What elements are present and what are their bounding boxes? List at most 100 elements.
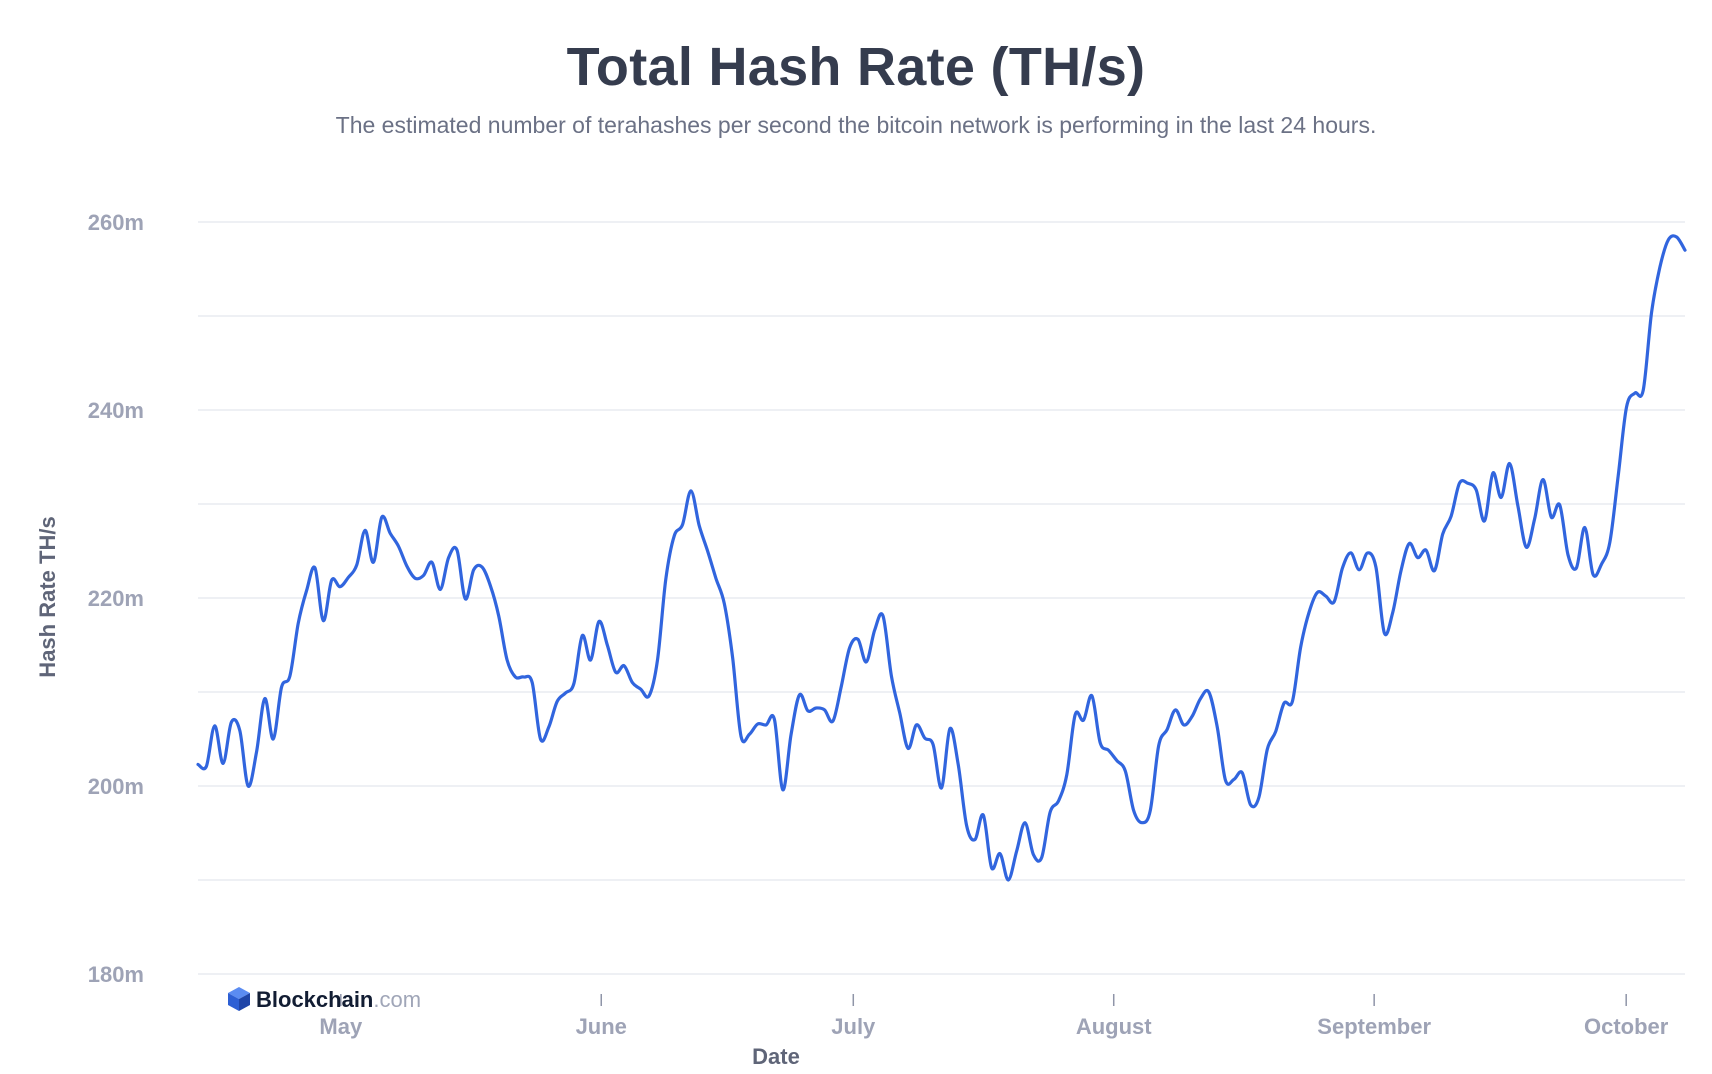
x-tick-label: August	[1076, 1014, 1152, 1039]
data-point	[313, 566, 317, 570]
data-point	[246, 784, 250, 788]
data-point	[1374, 565, 1378, 569]
x-tick-label: May	[319, 1014, 363, 1039]
data-point	[1600, 562, 1604, 566]
data-point	[831, 719, 835, 723]
data-point	[271, 737, 275, 741]
data-point	[1432, 569, 1436, 573]
data-point	[1357, 568, 1361, 572]
data-point	[1424, 548, 1428, 552]
gridlines	[198, 221, 1685, 975]
data-point	[1549, 515, 1553, 519]
data-point	[1566, 553, 1570, 557]
data-point	[714, 576, 718, 580]
data-point	[981, 813, 985, 817]
data-point	[472, 568, 476, 572]
data-point	[940, 786, 944, 790]
data-point	[1023, 821, 1027, 825]
data-point	[1591, 573, 1595, 577]
x-axis-ticks: May June July August September October	[319, 994, 1669, 1039]
data-point	[848, 646, 852, 650]
data-point	[731, 656, 735, 660]
data-point	[906, 746, 910, 750]
x-tick-label: September	[1317, 1014, 1431, 1039]
y-tick-label: 260m	[88, 210, 144, 235]
data-point	[1558, 503, 1562, 507]
data-point	[1257, 795, 1261, 799]
data-point	[1399, 569, 1403, 573]
data-point	[1650, 310, 1654, 314]
data-point	[1173, 708, 1177, 712]
data-point	[772, 717, 776, 721]
data-point	[263, 697, 267, 701]
data-point	[229, 720, 233, 724]
data-point	[1382, 631, 1386, 635]
data-point	[706, 549, 710, 553]
data-point	[580, 634, 584, 638]
data-point	[1048, 810, 1052, 814]
x-tick-label: July	[831, 1014, 876, 1039]
data-point	[1574, 566, 1578, 570]
data-point	[371, 560, 375, 564]
data-point	[1182, 723, 1186, 727]
data-point	[204, 764, 208, 768]
data-point	[547, 725, 551, 729]
data-point	[689, 489, 693, 493]
data-point	[463, 597, 467, 601]
data-point	[438, 588, 442, 592]
data-point	[1583, 526, 1587, 530]
y-axis-title: Hash Rate TH/s	[35, 516, 60, 677]
data-point	[806, 709, 810, 713]
data-point	[1265, 747, 1269, 751]
data-point	[530, 681, 534, 685]
data-point	[965, 824, 969, 828]
data-point	[864, 660, 868, 664]
hash-rate-line	[196, 234, 1687, 882]
data-point	[1040, 855, 1044, 859]
data-point	[388, 531, 392, 535]
data-point	[1407, 542, 1411, 546]
data-point	[1148, 808, 1152, 812]
y-tick-label: 220m	[88, 586, 144, 611]
data-point	[1332, 600, 1336, 604]
data-point	[355, 563, 359, 567]
data-point	[497, 614, 501, 618]
data-point	[397, 544, 401, 548]
chart-title: Total Hash Rate (TH/s)	[566, 37, 1146, 97]
data-point	[656, 658, 660, 662]
data-point	[898, 711, 902, 715]
data-point	[789, 732, 793, 736]
data-point	[998, 852, 1002, 856]
data-point	[1165, 728, 1169, 732]
blockchain-logo-icon	[228, 987, 250, 1011]
data-point	[1307, 610, 1311, 614]
data-point	[1391, 611, 1395, 615]
data-point	[697, 524, 701, 528]
data-point	[1115, 759, 1119, 763]
data-point	[413, 576, 417, 580]
data-point	[889, 674, 893, 678]
chart-subtitle: The estimated number of terahashes per s…	[335, 112, 1377, 138]
data-point	[622, 664, 626, 668]
data-point	[1057, 799, 1061, 803]
data-point	[1633, 391, 1637, 395]
data-point	[422, 573, 426, 577]
data-point	[430, 560, 434, 564]
data-point	[881, 614, 885, 618]
data-point	[639, 687, 643, 691]
data-point	[1366, 551, 1370, 555]
data-point	[1282, 701, 1286, 705]
data-point	[798, 693, 802, 697]
data-point	[781, 788, 785, 792]
data-point	[1533, 517, 1537, 521]
data-point	[1015, 849, 1019, 853]
data-point	[931, 743, 935, 747]
data-point	[488, 584, 492, 588]
data-point	[681, 523, 685, 527]
data-point	[948, 727, 952, 731]
data-point	[1349, 551, 1353, 555]
data-point	[296, 621, 300, 625]
data-point	[1232, 777, 1236, 781]
data-point	[288, 674, 292, 678]
